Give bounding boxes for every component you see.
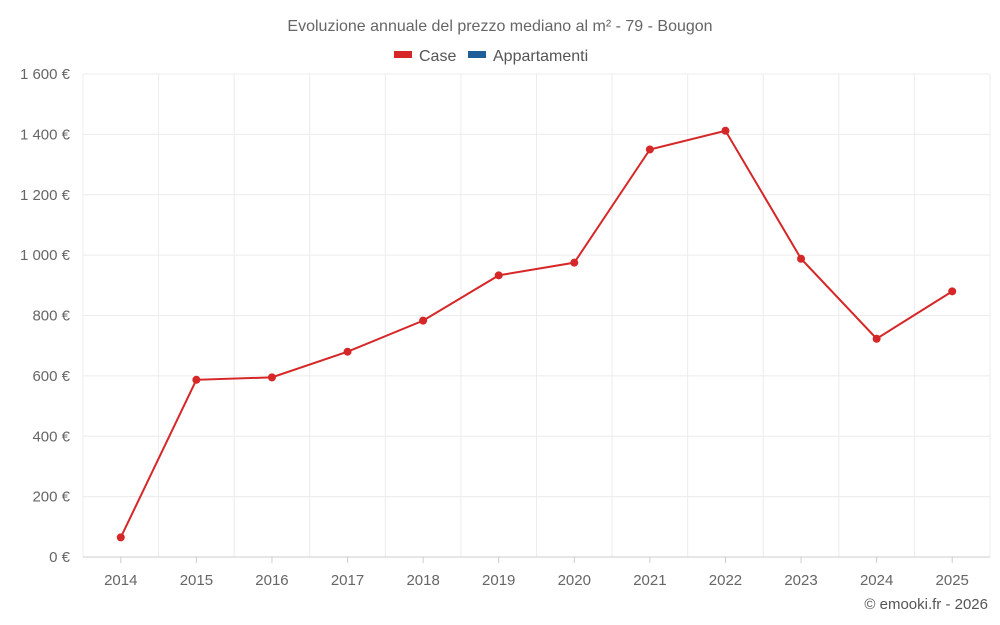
x-tick-label: 2020: [558, 572, 591, 589]
x-tick-label: 2022: [709, 572, 742, 589]
data-point[interactable]: [267, 373, 276, 382]
x-tick-label: 2018: [406, 572, 439, 589]
series-line-case: [119, 129, 953, 538]
legend-label-case: Case: [419, 48, 456, 65]
x-tick-label: 2014: [104, 572, 137, 589]
y-tick-label: 1 600 €: [20, 66, 71, 83]
data-point[interactable]: [645, 145, 654, 154]
x-tick-label: 2024: [860, 572, 893, 589]
data-point[interactable]: [948, 287, 957, 296]
y-tick-label: 400 €: [32, 428, 70, 445]
x-tick-label: 2017: [331, 572, 364, 589]
legend: Case Appartamenti: [394, 48, 588, 65]
y-tick-label: 1 400 €: [20, 126, 71, 143]
series-case: [116, 126, 957, 542]
data-point[interactable]: [116, 533, 125, 542]
x-tick-label: 2019: [482, 572, 515, 589]
x-tick-label: 2015: [180, 572, 213, 589]
legend-swatch-case: [394, 51, 412, 58]
y-tick-label: 600 €: [32, 368, 70, 385]
data-point[interactable]: [797, 254, 806, 263]
data-point[interactable]: [192, 375, 201, 384]
x-axis-ticks: 2014 2015 2016 2017 2018 2019 2020 2021 2022 2023…: [104, 557, 969, 589]
data-point[interactable]: [419, 316, 428, 325]
data-point[interactable]: [721, 126, 730, 135]
y-tick-label: 1 200 €: [20, 187, 71, 204]
legend-swatch-appartamenti: [468, 51, 486, 58]
grid: [82, 73, 991, 557]
y-tick-label: 0 €: [49, 549, 71, 566]
y-tick-label: 200 €: [32, 489, 70, 506]
y-tick-label: 800 €: [32, 308, 70, 325]
x-tick-label: 2023: [784, 572, 817, 589]
x-tick-label: 2025: [936, 572, 969, 589]
legend-item-appartamenti[interactable]: Appartamenti: [468, 48, 588, 65]
data-point[interactable]: [494, 271, 503, 280]
x-tick-label: 2016: [255, 572, 288, 589]
x-tick-label: 2021: [633, 572, 666, 589]
legend-item-case[interactable]: Case: [394, 48, 456, 65]
data-point[interactable]: [570, 258, 579, 267]
data-point[interactable]: [872, 334, 881, 343]
y-axis-ticks: 0 € 200 € 400 € 600 € 800 € 1 000 € 1 200 € 1 4…: [20, 66, 71, 566]
chart-title: Evoluzione annuale del prezzo mediano al…: [287, 18, 712, 35]
data-point[interactable]: [343, 347, 352, 356]
credit-text: © emooki.fr - 2026: [864, 596, 988, 613]
y-tick-label: 1 000 €: [20, 247, 71, 264]
legend-label-appartamenti: Appartamenti: [493, 48, 588, 65]
